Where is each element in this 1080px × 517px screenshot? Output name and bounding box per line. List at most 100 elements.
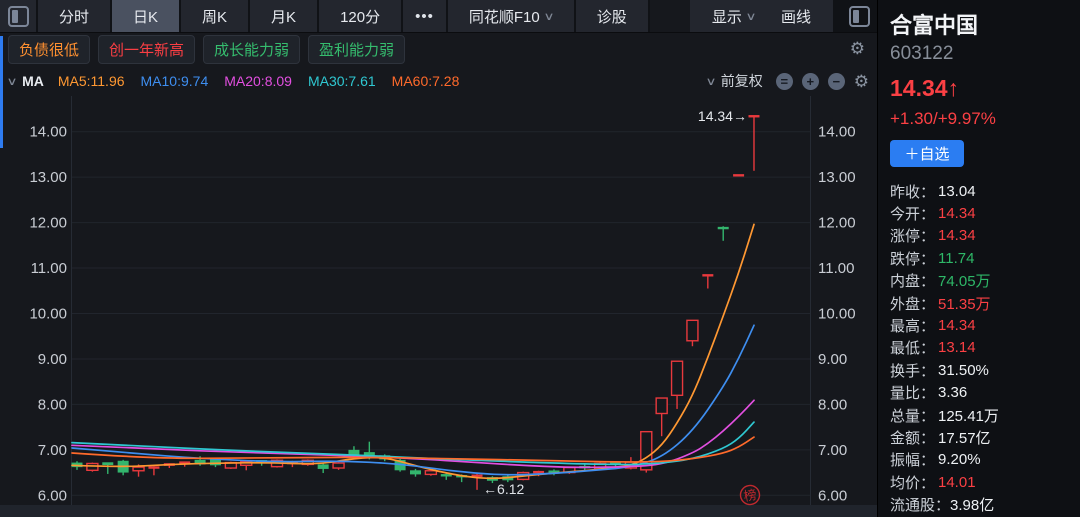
chevron-down-icon: ∨ — [745, 10, 757, 23]
reset-zoom-button[interactable]: = — [775, 72, 793, 90]
stat-row: 均价： 14.01 — [890, 471, 1070, 493]
chart-settings-gear-icon[interactable]: ⚙ — [853, 71, 869, 91]
tab-日K[interactable]: 日K — [112, 0, 180, 32]
stat-label: 振幅： — [890, 452, 936, 470]
y-tick-label: 10.00 — [29, 306, 67, 323]
stat-label: 跌停： — [890, 250, 936, 268]
tab-label: 诊股 — [596, 8, 627, 26]
stock-tag[interactable]: 盈利能力弱 — [308, 35, 406, 64]
stat-value: 14.34 — [938, 317, 976, 335]
stat-label: 最低： — [890, 340, 936, 358]
candle[interactable] — [655, 397, 668, 437]
candle[interactable] — [317, 463, 329, 474]
stat-label: 今开： — [890, 206, 936, 224]
kline-chart-canvas[interactable]: 14.00 13.00 12.00 11.00 10.00 9.00 8.00 7.00 6.0… — [0, 96, 877, 517]
draw-line-button[interactable]: 画线 — [781, 6, 811, 27]
toolbar-spacer — [649, 0, 690, 32]
zoom-in-button[interactable]: + — [801, 72, 819, 90]
tab-分时[interactable]: 分时 — [38, 0, 111, 32]
ma-group-label: MA — [22, 73, 44, 89]
stat-row: 流通股： 3.98亿 — [890, 493, 1070, 515]
candle-body — [733, 174, 745, 177]
tab-label: ••• — [415, 7, 434, 25]
candle-body — [148, 466, 160, 469]
stat-value: 3.36 — [938, 384, 968, 402]
candle[interactable] — [409, 468, 421, 477]
kline-chart[interactable]: 14.00 13.00 12.00 11.00 10.00 9.00 8.00 7.00 6.0… — [0, 96, 877, 517]
grid — [0, 96, 877, 517]
ma-values: MA5:11.96 MA10:9.74 MA20:8.09 MA30:7.61 MA60… — [58, 73, 476, 89]
stock-tag[interactable]: 成长能力弱 — [203, 35, 301, 64]
stat-row: 金额： 17.57亿 — [890, 426, 1070, 448]
stat-row: 今开： 14.34 — [890, 202, 1070, 224]
panel-layout-icon — [848, 5, 870, 27]
quote-panel: 合富中国 603122 14.34↑ +1.30/+9.97% ＋自选 昨收： 1… — [878, 0, 1080, 517]
candle-body — [102, 462, 114, 466]
stat-label: 涨停： — [890, 228, 936, 246]
candle[interactable] — [440, 472, 452, 480]
y-tick-label: 10.00 — [818, 306, 856, 323]
stat-label: 外盘： — [890, 295, 936, 313]
tab-周K[interactable]: 周K — [181, 0, 249, 32]
display-menu[interactable]: 显示 ∨ — [712, 6, 757, 27]
tab-月K[interactable]: 月K — [250, 0, 318, 32]
tags-settings-gear-icon[interactable]: ⚙ — [849, 39, 865, 58]
candle[interactable] — [471, 473, 483, 490]
stat-row: 内盘： 74.05万 — [890, 270, 1070, 292]
candle[interactable] — [301, 459, 314, 466]
candle[interactable] — [102, 462, 114, 474]
candle[interactable] — [86, 462, 99, 472]
stat-value: 13.04 — [938, 182, 976, 200]
candle[interactable] — [424, 469, 438, 476]
tab-同花顺F10[interactable]: 同花顺F10 ∨ — [447, 0, 574, 32]
zoom-out-button[interactable]: − — [827, 72, 845, 90]
tab-label: 分时 — [59, 8, 90, 26]
stat-value: 14.34 — [938, 227, 976, 245]
tab-诊股[interactable]: 诊股 — [575, 0, 648, 32]
candle-body — [686, 319, 699, 342]
candle[interactable] — [117, 459, 129, 476]
stat-row: 涨停： 14.34 — [890, 225, 1070, 247]
quote-stats: 昨收： 13.04 今开： 14.34 涨停： 14.34 跌停： 11.74 内盘： 74.05… — [890, 180, 1070, 516]
ma20-line — [71, 399, 755, 469]
candle[interactable] — [702, 274, 714, 289]
ma30-line — [71, 421, 755, 466]
y-tick-label: 7.00 — [818, 442, 847, 459]
stat-row: 昨收： 13.04 — [890, 180, 1070, 202]
rank-badge[interactable]: 榜 — [739, 484, 761, 506]
toolbar-right-group: 显示 ∨ 画线 — [689, 0, 833, 32]
y-tick-label: 13.00 — [29, 169, 67, 186]
stat-value: 13.14 — [938, 339, 976, 357]
y-tick-label: 8.00 — [38, 396, 67, 413]
add-watchlist-button[interactable]: ＋自选 — [890, 140, 964, 167]
stat-row: 量比： 3.36 — [890, 382, 1070, 404]
candle[interactable] — [686, 319, 699, 347]
tab-label: 120分 — [340, 8, 381, 26]
candle[interactable] — [670, 360, 684, 409]
candle[interactable] — [733, 174, 745, 177]
y-tick-label: 9.00 — [818, 351, 847, 368]
tab-more[interactable]: ••• — [403, 0, 446, 32]
ma-collapse-chevron-icon[interactable]: ∨ — [6, 75, 18, 88]
candle-body — [548, 470, 560, 473]
panel-toggle-left-button[interactable] — [0, 0, 36, 32]
low-price-label: ←6.12 — [483, 481, 524, 497]
candle[interactable] — [717, 226, 729, 241]
last-price: 14.34↑ — [890, 75, 960, 101]
stock-tag-label: 盈利能力弱 — [319, 42, 395, 59]
candle[interactable] — [148, 466, 160, 476]
ma-value-undefined: MA60:7.28 — [391, 73, 460, 89]
rank-badge-circle — [739, 484, 761, 506]
stock-tag[interactable]: 负债很低 — [8, 35, 91, 64]
tab-120分[interactable]: 120分 — [319, 0, 402, 32]
candle[interactable] — [332, 462, 345, 470]
adjust-mode-dropdown[interactable]: ∨ 前复权 — [705, 71, 763, 91]
candle-body — [670, 360, 684, 397]
stat-label: 均价： — [890, 474, 936, 492]
candle-body — [317, 464, 329, 469]
stock-tag[interactable]: 创一年新高 — [98, 35, 196, 64]
candle[interactable] — [748, 115, 760, 171]
stock-tag-label: 创一年新高 — [109, 42, 185, 59]
panel-toggle-right-button[interactable] — [841, 0, 877, 32]
